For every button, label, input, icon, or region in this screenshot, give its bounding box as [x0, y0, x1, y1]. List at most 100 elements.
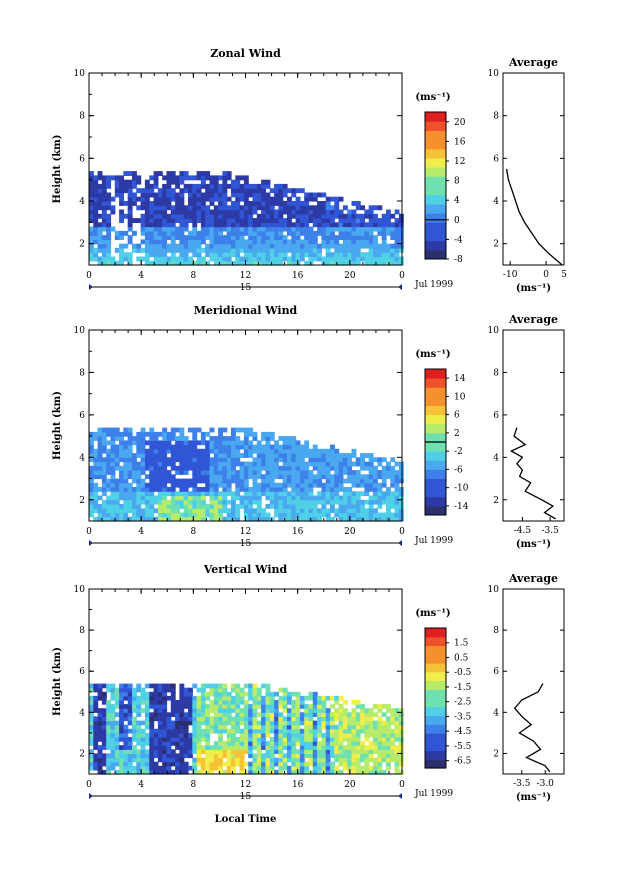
- panel-3-cell: [136, 700, 142, 705]
- panel-2-cell: [355, 491, 361, 497]
- panel-1-cell: [119, 179, 124, 185]
- panel-3-cell: [368, 757, 374, 763]
- panel-3-cell: [136, 757, 142, 763]
- panel-3-cell: [295, 749, 301, 754]
- panel-2-cell: [123, 431, 129, 437]
- panel-1-cell: [140, 222, 146, 228]
- panel-2-cell: [364, 482, 370, 488]
- panel-1-cell: [265, 183, 271, 189]
- panel-2-cell: [231, 444, 236, 450]
- panel-1-cell: [205, 196, 211, 202]
- panel-2-cell: [123, 474, 129, 480]
- panel-3-cell: [398, 741, 404, 746]
- panel-2-cell: [265, 457, 271, 463]
- panel-3-cell: [239, 708, 245, 713]
- panel-3-cell: [140, 708, 146, 713]
- panel-3-cell: [235, 683, 241, 689]
- panel-1-cell: [218, 239, 223, 245]
- panel-2-cell: [106, 487, 112, 492]
- panel-1-cell: [209, 235, 215, 240]
- panel-3-cell: [308, 741, 314, 746]
- panel-2-cell: [153, 465, 159, 471]
- panel-2-cell: [153, 431, 159, 437]
- panel-1-cell: [377, 205, 383, 211]
- panel-2-cell: [222, 457, 228, 463]
- panel-3-cell: [136, 732, 142, 738]
- panel-2-cell: [192, 495, 198, 501]
- panel-2-cell: [114, 512, 120, 518]
- panel-2-cell: [140, 448, 146, 454]
- panel-3-cell: [209, 769, 215, 775]
- panel-3-cell: [213, 687, 219, 693]
- panel-3-cell: [226, 716, 232, 722]
- panel-2-cell: [179, 470, 185, 475]
- panel-2-cell: [325, 508, 331, 514]
- panel-1-cell: [342, 226, 348, 232]
- panel-3-profile-y-tick-label: 2: [493, 749, 499, 759]
- panel-1-cell: [123, 243, 129, 249]
- panel-2-cell: [347, 470, 353, 475]
- panel-3-cell: [299, 712, 305, 717]
- panel-2-cell: [386, 487, 391, 492]
- panel-1-cell: [252, 235, 258, 240]
- panel-1-cell: [166, 175, 172, 181]
- panel-3-cell: [287, 769, 292, 775]
- panel-2-cell: [239, 482, 245, 488]
- panel-2-cell: [222, 504, 228, 509]
- panel-2-cell: [183, 461, 189, 467]
- panel-3-cell: [132, 749, 137, 754]
- panel-2-cell: [274, 440, 279, 446]
- panel-1-profile-title: Average: [508, 56, 558, 69]
- panel-1-cell: [188, 209, 193, 215]
- panel-2-cell: [317, 499, 322, 505]
- panel-3-cell: [231, 769, 236, 775]
- panel-2-cell: [218, 516, 223, 522]
- panel-3-cell: [110, 695, 116, 701]
- panel-2-cell: [132, 465, 137, 471]
- panel-1-cell: [166, 183, 172, 189]
- panel-2-cell: [291, 453, 297, 458]
- panel-1-cell: [213, 188, 219, 194]
- panel-3-cell: [321, 757, 327, 763]
- panel-2-cell: [170, 516, 176, 522]
- panel-2-cell: [398, 508, 404, 514]
- panel-1-cell: [101, 256, 107, 262]
- panel-1-cell: [325, 230, 331, 236]
- panel-2-cell: [175, 508, 180, 514]
- panel-3-cell: [377, 757, 383, 763]
- panel-1-cell: [321, 218, 327, 223]
- panel-3-cell: [140, 769, 146, 775]
- panel-3-cell: [127, 749, 133, 754]
- panel-1-cell: [192, 205, 198, 211]
- panel-2-cell: [192, 482, 198, 488]
- panel-1-cell: [144, 196, 150, 202]
- panel-2-colorbar-band: [425, 496, 446, 507]
- panel-2-cell: [235, 478, 241, 484]
- panel-1-colorbar-band: [425, 121, 446, 131]
- panel-3-cell: [351, 745, 357, 750]
- panel-2-cell: [183, 436, 189, 441]
- panel-3-cell: [321, 737, 327, 742]
- panel-1-cell: [123, 201, 129, 206]
- panel-3-profile-y-tick-label: 8: [493, 626, 499, 636]
- panel-3-cell: [196, 732, 202, 738]
- panel-1-cell: [149, 260, 155, 266]
- panel-2-cell: [291, 444, 297, 450]
- panel-3-cell: [119, 732, 124, 738]
- panel-3-cell: [162, 741, 168, 746]
- panel-2-cell: [218, 499, 223, 505]
- panel-2-cell: [153, 457, 159, 463]
- panel-2-cell: [200, 431, 206, 437]
- panel-1-cell: [299, 205, 305, 211]
- panel-2-colorbar-tick-label: 14: [454, 374, 466, 384]
- panel-1-cell: [321, 256, 327, 262]
- panel-3-cell: [334, 753, 340, 759]
- panel-3-cell: [278, 741, 284, 746]
- panel-2-cell: [162, 444, 168, 450]
- panel-2-cell: [386, 470, 391, 475]
- panel-2-cell: [175, 491, 180, 497]
- panel-3-cell: [123, 737, 129, 742]
- panel-1-cell: [299, 256, 305, 262]
- panel-3-cell: [368, 741, 374, 746]
